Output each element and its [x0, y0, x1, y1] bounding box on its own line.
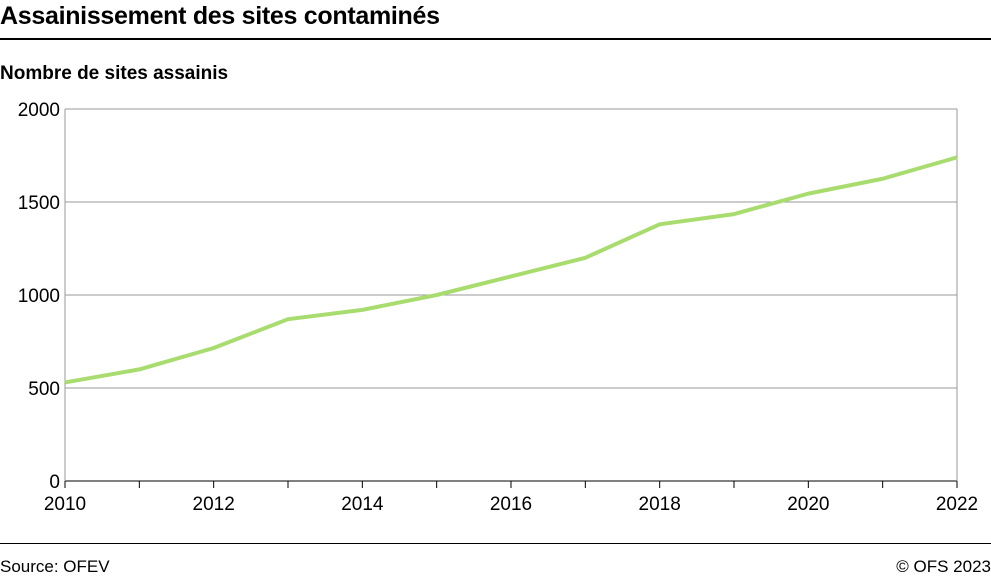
y-tick-label: 1000 [18, 286, 60, 307]
y-tick-label: 1500 [18, 193, 60, 214]
x-tick-label: 2022 [936, 494, 978, 515]
gridlines [64, 108, 958, 482]
x-tick-label: 2016 [490, 494, 532, 515]
y-tick-label: 0 [49, 472, 60, 493]
y-tick-label: 2000 [18, 100, 60, 121]
x-tick-label: 2018 [639, 494, 681, 515]
y-axis-label: Nombre de sites assainis [0, 63, 229, 84]
line-chart: 0 500 1000 1500 2000 2010 2012 2014 2016 2018 202… [18, 100, 978, 515]
title-divider [0, 38, 991, 40]
copyright-note: © OFS 2023 [896, 557, 991, 576]
x-tick-label: 2020 [787, 494, 829, 515]
x-tick-label: 2010 [44, 494, 86, 515]
x-tick-label: 2014 [341, 494, 384, 515]
footer-divider [0, 543, 991, 544]
series-lines [64, 155, 958, 385]
series-line [64, 155, 958, 385]
y-ticks: 0 500 1000 1500 2000 [18, 100, 60, 493]
y-tick-label: 500 [28, 379, 60, 400]
x-tick-label: 2012 [193, 494, 235, 515]
x-ticks: 2010 2012 2014 2016 2018 2020 2022 [44, 481, 978, 515]
source-note: Source: OFEV [0, 557, 110, 576]
chart-title: Assainissement des sites contaminés [0, 2, 440, 30]
